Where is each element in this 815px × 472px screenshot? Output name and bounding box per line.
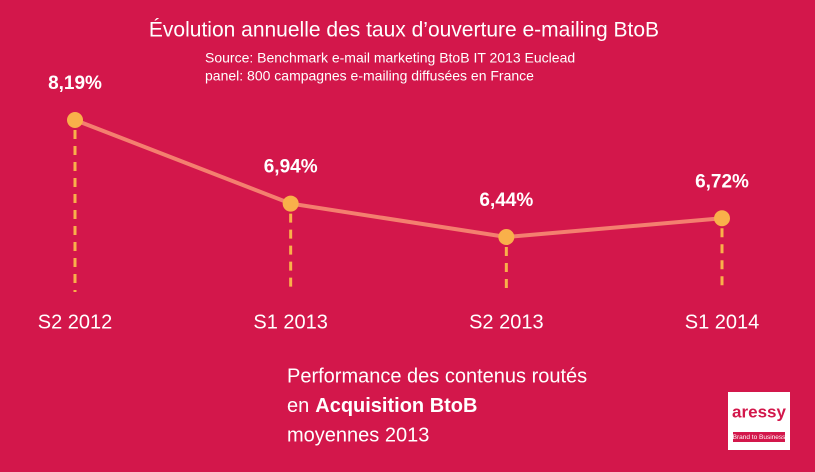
x-tick-label: S2 2012 — [38, 311, 113, 333]
chart-subtitle: panel: 800 campagnes e-mailing diffusées… — [205, 68, 534, 84]
line — [74, 118, 723, 240]
data-label: 8,19% — [48, 73, 102, 94]
chart-title: Évolution annuelle des taux d’ouverture … — [149, 19, 659, 42]
chart-subtitle: Source: Benchmark e-mail marketing BtoB … — [205, 50, 575, 66]
point — [282, 195, 299, 212]
x-tick-label: S2 2013 — [469, 311, 544, 333]
data-label: 6,94% — [264, 157, 318, 178]
x-tick-label: S1 2014 — [685, 311, 760, 333]
point — [714, 210, 730, 227]
data-label: 6,44% — [479, 190, 533, 211]
point — [498, 229, 515, 245]
footer-text: en Acquisition BtoB — [287, 395, 477, 417]
x-tick-label: S1 2013 — [253, 311, 328, 333]
footer-text: moyennes 2013 — [287, 424, 429, 446]
logo: aressy Brand to Business — [728, 392, 790, 450]
footer-text: en — [287, 395, 309, 417]
logo-band — [733, 432, 785, 442]
footer-highlight: Acquisition BtoB — [315, 395, 477, 417]
logo-tagline: Brand to Business — [733, 434, 787, 441]
logo-name: aressy — [732, 402, 786, 421]
footer-text: Performance des contenus routés — [287, 365, 587, 387]
data-label: 6,72% — [695, 171, 749, 192]
point — [67, 112, 83, 128]
